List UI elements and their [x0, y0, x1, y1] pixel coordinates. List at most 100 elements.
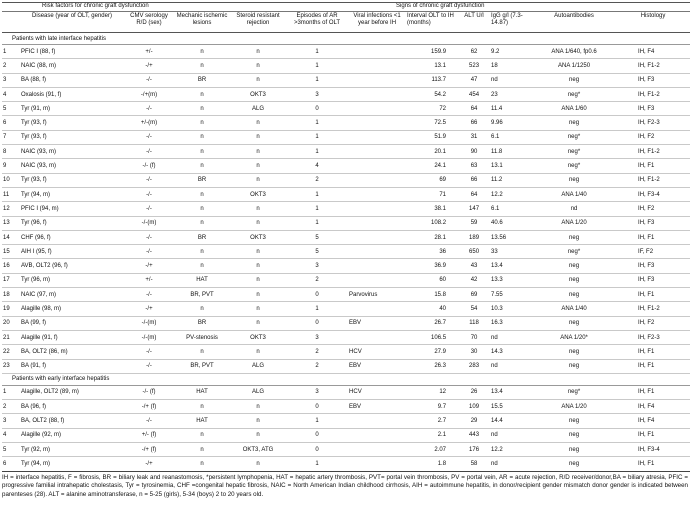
ar-episodes-cell: 3 [286, 87, 349, 103]
alt-cell: 176 [458, 442, 491, 458]
autoantibodies-cell: ANA 1/40 [532, 187, 617, 203]
mechanic-lesions-cell: n [174, 115, 230, 131]
alt-cell: 47 [458, 73, 491, 88]
cmv-serology-cell: -/+ [124, 301, 174, 317]
alt-cell: 523 [458, 58, 491, 74]
table-row: 1 Alagille, OLT2 (89, m) -/- (f) HAT ALG 3 HCV… [2, 385, 691, 401]
steroid-rejection-cell: n [230, 158, 286, 174]
mechanic-lesions-cell: n [174, 44, 230, 60]
steroid-rejection-cell: ALG [230, 359, 286, 374]
steroid-rejection-cell: ALG [230, 385, 286, 401]
cmv-serology-cell: -/- [124, 244, 174, 260]
steroid-rejection-cell: n [230, 456, 286, 472]
interval-cell: 108.2 [406, 216, 459, 231]
ar-episodes-cell: 2 [286, 173, 349, 188]
cmv-serology-cell: -/+ (f) [124, 442, 174, 458]
mechanic-lesions-cell: HAT [174, 273, 230, 289]
igg-cell: 23 [490, 87, 533, 103]
ar-episodes-cell: 1 [286, 144, 349, 160]
ar-episodes-cell: 0 [286, 101, 349, 117]
disease-cell: BA (91, f) [20, 359, 124, 374]
mechanic-lesions-cell: n [174, 101, 230, 117]
disease-cell: Alagille, OLT2 (89, m) [20, 385, 124, 401]
disease-cell: AVB, OLT2 (96, f) [20, 258, 124, 274]
cmv-serology-cell: -/- [124, 359, 174, 374]
table-row: 15 AIH I (95, f) -/- n n 5 36 650 33 neg* IF, F2 [2, 244, 691, 260]
histology-cell: IH, F3-4 [616, 187, 691, 203]
interval-cell: 28.1 [406, 230, 459, 246]
mechanic-lesions-cell: n [174, 258, 230, 274]
row-number: 8 [2, 144, 20, 160]
ar-episodes-cell: 3 [286, 258, 349, 274]
viral-infection-cell [348, 330, 407, 346]
disease-cell: BA (88, f) [20, 73, 124, 88]
ar-episodes-cell: 1 [286, 187, 349, 203]
mechanic-lesions-cell: n [174, 87, 230, 103]
mechanic-lesions-cell: n [174, 144, 230, 160]
column-header: CMV serology R/D (sex) [124, 11, 174, 33]
cmv-serology-cell: -/- [124, 173, 174, 188]
steroid-rejection-cell: n [230, 201, 286, 217]
table-row: 12 PFIC I (94, m) -/- n n 1 38.1 147 6.1 nd IH, F2 [2, 201, 691, 217]
alt-cell: 118 [458, 316, 491, 331]
row-number: 23 [2, 359, 20, 374]
alt-cell: 62 [458, 44, 491, 60]
table-row: 20 BA (99, f) -/-(m) BR n 0 EBV 26.7 118 16.3 neg I… [2, 316, 691, 331]
autoantibodies-cell: neg [532, 287, 617, 303]
cmv-serology-cell: -/+(m) [124, 87, 174, 103]
viral-infection-cell [348, 456, 407, 472]
steroid-rejection-cell: n [230, 115, 286, 131]
igg-cell: 6.1 [490, 201, 533, 217]
viral-infection-cell [348, 230, 407, 246]
disease-cell: BA (96, f) [20, 399, 124, 415]
igg-cell: 12.2 [490, 187, 533, 203]
mechanic-lesions-cell: n [174, 301, 230, 317]
igg-cell: 9.96 [490, 115, 533, 131]
interval-cell: 2.7 [406, 413, 459, 429]
steroid-rejection-cell: n [230, 130, 286, 146]
autoantibodies-cell: neg* [532, 244, 617, 260]
section-title: Patients with early interface hepatitis [2, 372, 691, 386]
steroid-rejection-cell: n [230, 58, 286, 74]
alt-cell: 189 [458, 230, 491, 246]
autoantibodies-cell: neg [532, 258, 617, 274]
alt-cell: 109 [458, 399, 491, 415]
histology-cell: IH, F3 [616, 273, 691, 289]
row-number: 7 [2, 130, 20, 146]
table-row: 6 Tyr (93, f) +/-(m) n n 1 72.5 66 9.96 neg IH, F2… [2, 115, 691, 131]
interval-cell: 113.7 [406, 73, 459, 88]
column-header: Steroid resistant rejection [230, 11, 286, 33]
autoantibodies-cell: neg* [532, 130, 617, 146]
table-row: 14 CHF (96, f) -/- BR OKT3 5 28.1 189 13.56 neg IH… [2, 230, 691, 246]
mechanic-lesions-cell: BR [174, 73, 230, 88]
mechanic-lesions-cell: n [174, 58, 230, 74]
section-header-row: Patients with early interface hepatitis [2, 372, 691, 386]
alt-cell: 283 [458, 359, 491, 374]
disease-cell: AIH I (95, f) [20, 244, 124, 260]
igg-cell: 11.2 [490, 173, 533, 188]
histology-cell: IH, F1 [616, 428, 691, 444]
viral-infection-cell [348, 58, 407, 74]
row-number: 19 [2, 301, 20, 317]
steroid-rejection-cell: n [230, 316, 286, 331]
histology-cell: IH, F4 [616, 44, 691, 60]
cmv-serology-cell: -/- [124, 144, 174, 160]
steroid-rejection-cell: n [230, 73, 286, 88]
viral-infection-cell [348, 101, 407, 117]
table-row: 16 AVB, OLT2 (96, f) -/+ n n 3 36.9 43 13.4 neg IH… [2, 258, 691, 274]
row-number: 4 [2, 87, 20, 103]
igg-cell: 14.4 [490, 413, 533, 429]
ar-episodes-cell: 2 [286, 273, 349, 289]
mechanic-lesions-cell: n [174, 187, 230, 203]
column-header-row: Disease (year of OLT, gender) CMV serolog… [2, 11, 691, 33]
table-row: 18 NAIC (97, m) -/- BR, PVT n 0 Parvovirus 15.8… [2, 287, 691, 303]
row-number: 10 [2, 173, 20, 188]
ar-episodes-cell: 1 [286, 413, 349, 429]
mechanic-lesions-cell: n [174, 428, 230, 444]
row-number: 22 [2, 344, 20, 360]
table-row: 10 Tyr (93, f) -/- BR n 2 69 66 11.2 neg IH, F1-2 [2, 173, 691, 188]
row-number: 17 [2, 273, 20, 289]
mechanic-lesions-cell: BR [174, 173, 230, 188]
viral-infection-cell [348, 442, 407, 458]
disease-cell: Tyr (93, f) [20, 130, 124, 146]
